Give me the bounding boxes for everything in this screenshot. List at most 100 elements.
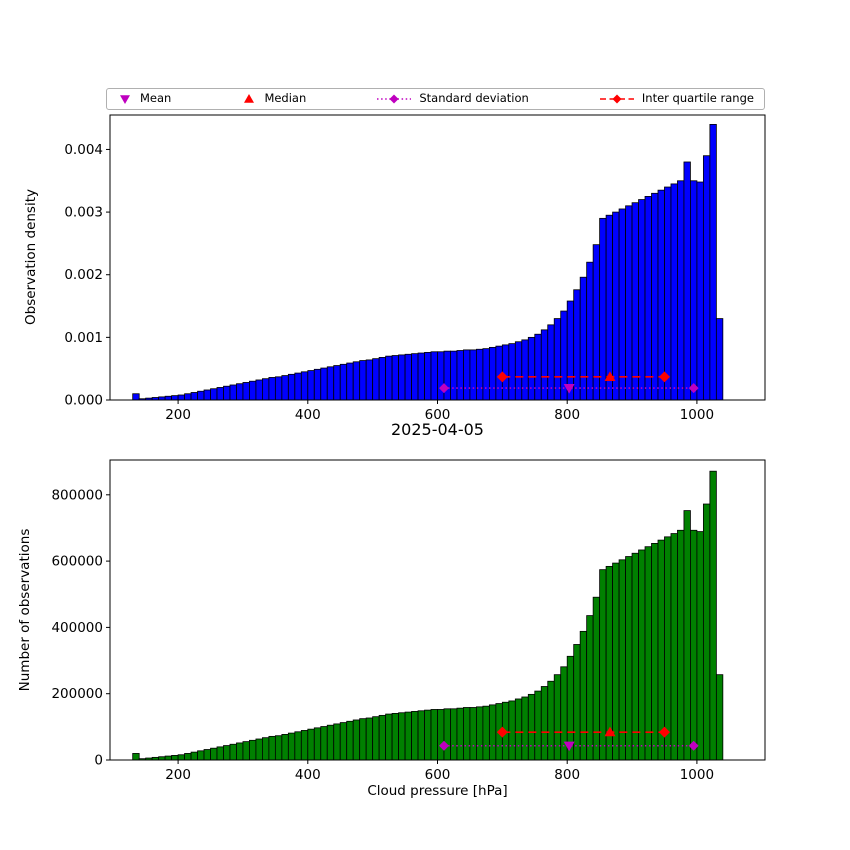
x-tick-label: 200 bbox=[165, 767, 191, 783]
histogram-bar bbox=[443, 350, 451, 401]
histogram-bar bbox=[391, 355, 399, 401]
histogram-bar bbox=[586, 261, 594, 401]
histogram-bar bbox=[242, 741, 250, 761]
histogram-bar bbox=[346, 720, 354, 761]
histogram-bar bbox=[573, 644, 581, 761]
histogram-bar bbox=[261, 378, 270, 401]
median-marker bbox=[604, 371, 616, 381]
iqr-left-diamond bbox=[496, 726, 508, 738]
y-tick-label: 0.003 bbox=[64, 205, 103, 221]
histogram-bar bbox=[638, 199, 646, 401]
histogram-bar bbox=[463, 707, 471, 761]
histogram-bar bbox=[631, 202, 639, 401]
histogram-bar bbox=[171, 755, 179, 761]
histogram-bar bbox=[488, 346, 497, 401]
y-tick-label: 800000 bbox=[51, 487, 103, 503]
histogram-bar bbox=[417, 352, 425, 401]
histogram-bar bbox=[177, 754, 185, 761]
histogram-bar bbox=[287, 373, 296, 401]
histogram-bar bbox=[683, 161, 691, 401]
histogram-bar bbox=[223, 385, 231, 401]
histogram-bar bbox=[651, 543, 659, 761]
histogram-bar bbox=[670, 533, 678, 761]
histogram-bar bbox=[715, 674, 724, 761]
histogram-bar bbox=[294, 372, 302, 401]
histogram-bar bbox=[417, 710, 425, 761]
legend: Mean Median Standard deviation Inter qua… bbox=[106, 88, 765, 110]
histogram-bar bbox=[443, 708, 451, 761]
histogram-bar bbox=[177, 394, 185, 401]
iqr-left-diamond bbox=[496, 371, 508, 383]
histogram-bar bbox=[287, 732, 296, 761]
histogram-bar bbox=[664, 536, 672, 761]
median-marker bbox=[604, 726, 616, 737]
y-tick-label: 0.000 bbox=[64, 393, 103, 409]
histogram-bar bbox=[352, 719, 361, 761]
histogram-bar bbox=[333, 723, 341, 761]
iqr-marker-icon bbox=[599, 93, 635, 105]
histogram-bar bbox=[599, 217, 607, 401]
histogram-bar bbox=[677, 180, 685, 401]
histogram-bar bbox=[553, 674, 562, 761]
histogram-bar bbox=[300, 371, 309, 401]
histogram-bar bbox=[398, 354, 406, 401]
histogram-bar bbox=[690, 180, 698, 401]
histogram-bar bbox=[521, 696, 529, 761]
histogram-bar bbox=[307, 728, 315, 761]
histogram-bar bbox=[644, 546, 652, 761]
histogram-bar bbox=[612, 211, 620, 401]
histogram-bar bbox=[339, 722, 348, 761]
histogram-bar bbox=[242, 382, 250, 401]
y-tick-label: 200000 bbox=[51, 686, 103, 702]
histogram-bar bbox=[236, 383, 244, 401]
histogram-bar bbox=[274, 735, 283, 761]
histogram-bar bbox=[268, 377, 276, 401]
std-left-diamond bbox=[438, 740, 449, 751]
histogram-bar bbox=[677, 529, 685, 761]
histogram-bar bbox=[346, 362, 354, 401]
histogram-bar bbox=[281, 734, 289, 761]
histogram-bar bbox=[514, 341, 523, 401]
mean-marker-icon bbox=[117, 93, 133, 105]
x-tick-label: 600 bbox=[425, 407, 451, 423]
histogram-bar bbox=[696, 181, 704, 401]
histogram-bar bbox=[164, 755, 173, 761]
histogram-bar bbox=[404, 353, 412, 401]
y-tick-label: 0.001 bbox=[64, 330, 103, 346]
iqr-right-diamond bbox=[658, 371, 670, 383]
histogram-bar bbox=[618, 208, 626, 401]
histogram-bar bbox=[281, 375, 289, 401]
y-tick-label: 400000 bbox=[51, 620, 103, 636]
histogram-bar bbox=[625, 556, 633, 761]
histogram-bar bbox=[540, 329, 549, 401]
histogram-bar bbox=[618, 559, 626, 761]
histogram-bar bbox=[249, 739, 257, 761]
x-tick-label: 1000 bbox=[680, 407, 714, 423]
histogram-bar bbox=[171, 395, 179, 401]
histogram-bar bbox=[437, 351, 445, 401]
x-tick-label: 400 bbox=[295, 767, 321, 783]
x-tick-label: 1000 bbox=[680, 767, 714, 783]
histogram-bar bbox=[702, 503, 711, 761]
x-tick-label: 600 bbox=[425, 767, 451, 783]
histogram-bar bbox=[469, 707, 477, 761]
histogram-bar bbox=[132, 753, 140, 761]
histogram-bar bbox=[229, 743, 237, 761]
histogram-bar bbox=[385, 713, 393, 761]
histogram-bar bbox=[333, 365, 341, 401]
histogram-bar bbox=[508, 343, 516, 401]
x-tick-label: 400 bbox=[295, 407, 321, 423]
histogram-bar bbox=[508, 700, 516, 761]
iqr-right-diamond bbox=[658, 726, 670, 738]
histogram-bar bbox=[372, 358, 380, 401]
mean-marker bbox=[563, 383, 575, 394]
x-tick-label: 200 bbox=[165, 407, 191, 423]
histogram-bar bbox=[255, 379, 263, 401]
histogram-bar bbox=[683, 510, 691, 761]
histogram-bar bbox=[670, 183, 678, 401]
legend-item-iqr: Inter quartile range bbox=[599, 93, 754, 105]
histogram-bar bbox=[359, 718, 367, 761]
histogram-bar bbox=[223, 745, 231, 761]
histogram-bar bbox=[651, 192, 659, 401]
histogram-bar bbox=[437, 709, 445, 761]
